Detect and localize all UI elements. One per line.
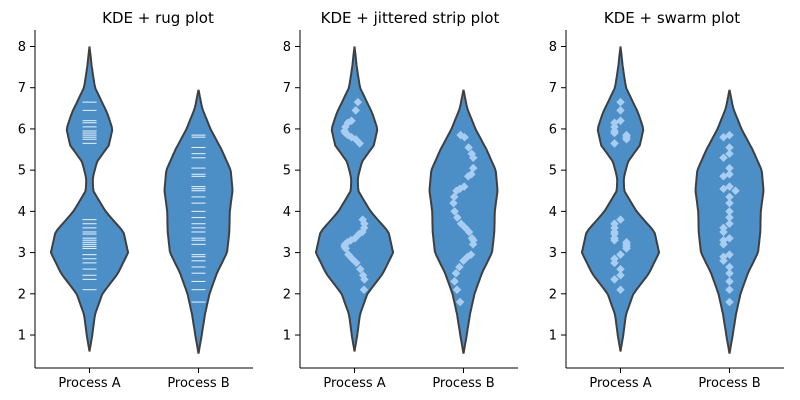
violin-body bbox=[428, 89, 499, 354]
y-tick-label: 1 bbox=[549, 329, 557, 344]
y-tick-label: 7 bbox=[549, 81, 557, 96]
violin-body bbox=[49, 46, 130, 352]
x-tick-label: Process A bbox=[589, 376, 651, 391]
swarm-point bbox=[719, 256, 728, 266]
y-tick-label: 4 bbox=[549, 205, 557, 220]
swarm-point bbox=[725, 262, 734, 272]
strip-point bbox=[449, 198, 458, 208]
strip-point bbox=[452, 285, 462, 294]
violin-body bbox=[163, 89, 234, 354]
strip-point bbox=[352, 258, 361, 268]
x-tick-label: Process A bbox=[323, 376, 385, 391]
strip-point bbox=[341, 244, 350, 253]
strip-point bbox=[459, 256, 468, 266]
strip-point bbox=[460, 132, 469, 142]
swarm-point bbox=[616, 285, 625, 294]
y-tick-label: 6 bbox=[283, 122, 291, 137]
y-tick-label: 7 bbox=[18, 81, 26, 96]
y-tick-label: 1 bbox=[18, 329, 26, 344]
x-tick-label: Process A bbox=[58, 376, 120, 391]
strip-point bbox=[450, 207, 459, 216]
y-tick-label: 8 bbox=[549, 40, 557, 55]
y-tick-label: 5 bbox=[549, 164, 557, 179]
swarm-point bbox=[725, 277, 734, 286]
violin-body bbox=[580, 46, 661, 352]
strip-point bbox=[355, 139, 364, 148]
x-tick-label: Process B bbox=[167, 376, 229, 391]
y-tick-label: 2 bbox=[549, 287, 557, 302]
chart-title: KDE + swarm plot bbox=[604, 9, 740, 27]
y-tick-label: 3 bbox=[549, 246, 557, 261]
strip-point bbox=[455, 297, 465, 307]
swarm-point bbox=[610, 275, 619, 284]
y-tick-label: 5 bbox=[18, 164, 26, 179]
strip-point bbox=[464, 143, 473, 152]
chart-panel-2: KDE + jittered strip plot 1 2 3 4 5 6 7 8 Process… bbox=[283, 9, 518, 391]
y-tick-label: 3 bbox=[283, 246, 291, 261]
strip-point bbox=[449, 192, 459, 202]
strip-point bbox=[468, 163, 478, 173]
strip-point bbox=[359, 285, 369, 294]
swarm-point bbox=[725, 297, 734, 307]
y-tick-label: 8 bbox=[18, 40, 26, 55]
chart-panel-3: KDE + swarm plot 1 2 3 4 5 6 7 8 Process A Process… bbox=[549, 9, 784, 391]
y-tick-label: 4 bbox=[283, 205, 291, 220]
strip-point bbox=[455, 262, 464, 272]
y-tick-label: 4 bbox=[18, 205, 26, 220]
swarm-point bbox=[725, 285, 734, 294]
y-tick-label: 5 bbox=[283, 164, 291, 179]
chart-title: KDE + jittered strip plot bbox=[321, 9, 500, 27]
y-tick-label: 2 bbox=[18, 287, 26, 302]
y-tick-label: 8 bbox=[283, 40, 291, 55]
violin-body bbox=[314, 46, 395, 352]
strip-point bbox=[468, 240, 478, 249]
swarm-point bbox=[616, 271, 625, 280]
swarm-point bbox=[616, 264, 625, 274]
swarm-point bbox=[725, 268, 734, 278]
y-tick-label: 2 bbox=[283, 287, 291, 302]
strip-point bbox=[450, 277, 459, 286]
strip-point bbox=[469, 153, 478, 163]
chart-panel-1: KDE + rug plot 1 2 3 4 5 6 7 8 Process A Process B bbox=[18, 9, 253, 391]
y-tick-label: 3 bbox=[18, 246, 26, 261]
x-tick-label: Process B bbox=[432, 376, 494, 391]
strip-point bbox=[360, 275, 369, 284]
strip-point bbox=[453, 213, 462, 222]
strip-point bbox=[351, 106, 360, 115]
y-tick-label: 7 bbox=[283, 81, 291, 96]
strip-point bbox=[356, 264, 365, 274]
y-tick-label: 6 bbox=[549, 122, 557, 137]
swarm-point bbox=[610, 258, 619, 268]
strip-point bbox=[464, 227, 474, 237]
chart-title: KDE + rug plot bbox=[102, 9, 214, 27]
strip-point bbox=[353, 97, 363, 107]
y-tick-label: 1 bbox=[283, 329, 291, 344]
x-tick-label: Process B bbox=[698, 376, 760, 391]
strip-point bbox=[451, 268, 461, 278]
strip-point bbox=[463, 172, 473, 181]
y-tick-label: 6 bbox=[18, 122, 26, 137]
